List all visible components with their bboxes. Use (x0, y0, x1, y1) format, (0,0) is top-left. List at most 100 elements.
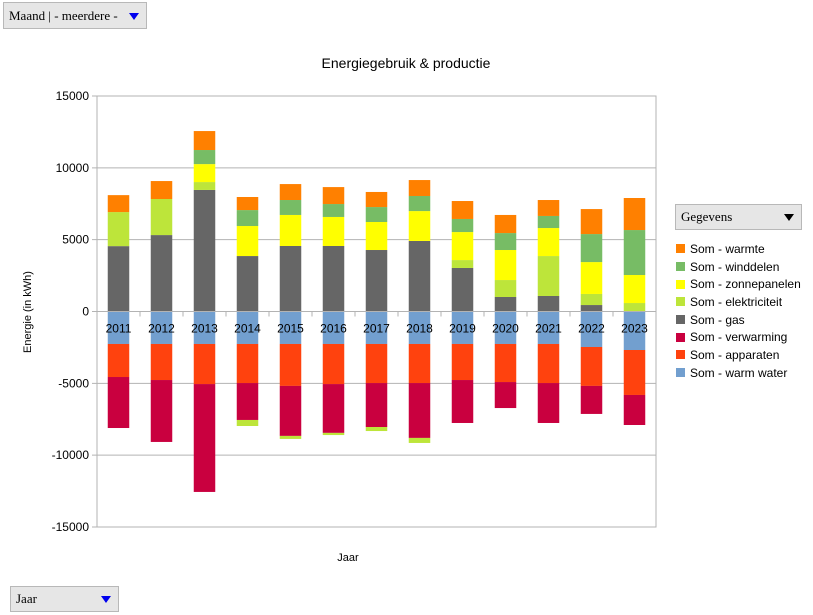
bar-segment (408, 437, 431, 443)
bar-segment (537, 200, 560, 216)
bar-segment (279, 200, 302, 215)
bar-segment (451, 343, 474, 381)
bar-segment (408, 195, 431, 212)
bar-segment (279, 245, 302, 312)
bar-segment (107, 343, 130, 378)
bar-segment (107, 195, 130, 213)
bar-segment (193, 131, 216, 151)
bar-segment (322, 343, 345, 385)
legend-swatch (676, 332, 685, 342)
bar-segment (537, 311, 560, 344)
bar-segment (623, 230, 646, 276)
bar-segment (623, 275, 646, 304)
legend-label: Som - apparaten (690, 347, 780, 362)
legend-swatch (676, 297, 685, 307)
bar-segment (451, 267, 474, 312)
bar-segment (580, 385, 603, 414)
y-tick-label: -15000 (52, 520, 90, 534)
bar-segment (580, 346, 603, 386)
page-filter-dropdown[interactable]: Maand | - meerdere - (3, 2, 147, 29)
bar-segment (193, 164, 216, 183)
x-tick-label: 2018 (406, 322, 433, 336)
bar-segment (365, 427, 388, 432)
bar-segment (365, 250, 388, 312)
bar-segment (279, 311, 302, 344)
bar-segment (451, 380, 474, 423)
bar-segment (107, 377, 130, 429)
legend-swatch (676, 262, 685, 272)
x-tick-label: 2022 (578, 322, 605, 336)
bar-segment (279, 385, 302, 436)
axes (96, 311, 656, 317)
bar-segment (451, 218, 474, 233)
legend-item: Som - apparaten (676, 346, 801, 364)
legend-swatch (676, 368, 685, 378)
legend-item: Som - warmte (676, 240, 801, 258)
bar-segment (408, 311, 431, 344)
x-tick-label: 2014 (234, 322, 261, 336)
x-tick-label: 2015 (277, 322, 304, 336)
x-tick-label: 2012 (148, 322, 175, 336)
chevron-down-icon (101, 596, 111, 603)
y-tick-label: 15000 (56, 89, 90, 103)
bar-segment (623, 198, 646, 231)
bar-segment (150, 311, 173, 344)
y-tick-label: 5000 (62, 233, 89, 247)
bar-segment (451, 260, 474, 268)
bar-segment (580, 234, 603, 263)
bar-segment (150, 181, 173, 200)
legend-label: Som - winddelen (690, 259, 780, 274)
x-tick-label: 2011 (106, 322, 132, 336)
legend-label: Som - warm water (690, 365, 788, 380)
bar-segment (236, 256, 259, 312)
bar-segment (107, 246, 130, 312)
legend-item: Som - verwarming (676, 328, 801, 346)
x-tick-label: 2020 (492, 322, 519, 336)
x-tick-label: 2017 (363, 322, 390, 336)
legend-swatch (676, 279, 685, 289)
row-field-dropdown[interactable]: Jaar (10, 586, 119, 612)
bar-segment (537, 256, 560, 296)
y-tick-label: -5000 (58, 376, 89, 390)
bar-segment (537, 228, 560, 257)
x-tick-label: 2016 (320, 322, 347, 336)
y-tick-label: 0 (82, 305, 89, 319)
legend-swatch (676, 315, 685, 325)
bar-segment (193, 150, 216, 165)
x-tick-label: 2023 (621, 322, 648, 336)
bar-segment (193, 182, 216, 190)
legend-item: Som - winddelen (676, 258, 801, 276)
bar-segment (150, 343, 173, 381)
x-tick-labels: 2011 2012 2013 2014 2015 2016 2017 2018 2019 2020… (106, 322, 649, 336)
bar-segment (408, 343, 431, 384)
bar-segment (408, 211, 431, 241)
bar-segment (408, 180, 431, 196)
bar-segment (322, 216, 345, 246)
row-field-label: Jaar (16, 591, 37, 606)
bar-segment (193, 343, 216, 385)
bar-segment (236, 311, 259, 344)
bar-segment (322, 311, 345, 344)
y-tick-labels: 15000 10000 5000 0 -5000 -10000 -15000 (52, 89, 90, 534)
x-axis-label: Jaar (337, 552, 359, 564)
bar-segment (322, 204, 345, 217)
bar-segment (279, 343, 302, 386)
legend-label: Som - zonnepanelen (690, 277, 801, 292)
bar-segment (494, 296, 517, 312)
legend-label: Som - elektriciteit (690, 294, 783, 309)
bar-segment (193, 311, 216, 344)
legend-swatch (676, 350, 685, 360)
data-field-dropdown[interactable]: Gegevens (675, 204, 802, 230)
y-tick-label: 10000 (56, 161, 90, 175)
bar-segment (623, 350, 646, 395)
bar-segment (537, 383, 560, 423)
bar-segment (537, 215, 560, 229)
legend-label: Som - verwarming (690, 330, 788, 345)
legend-item: Som - gas (676, 311, 801, 329)
x-tick-label: 2013 (191, 322, 218, 336)
bar-segment (365, 311, 388, 344)
legend-item: Som - elektriciteit (676, 293, 801, 311)
bar-segment (580, 209, 603, 235)
data-field-label: Gegevens (681, 209, 733, 224)
bar-segment (365, 343, 388, 384)
